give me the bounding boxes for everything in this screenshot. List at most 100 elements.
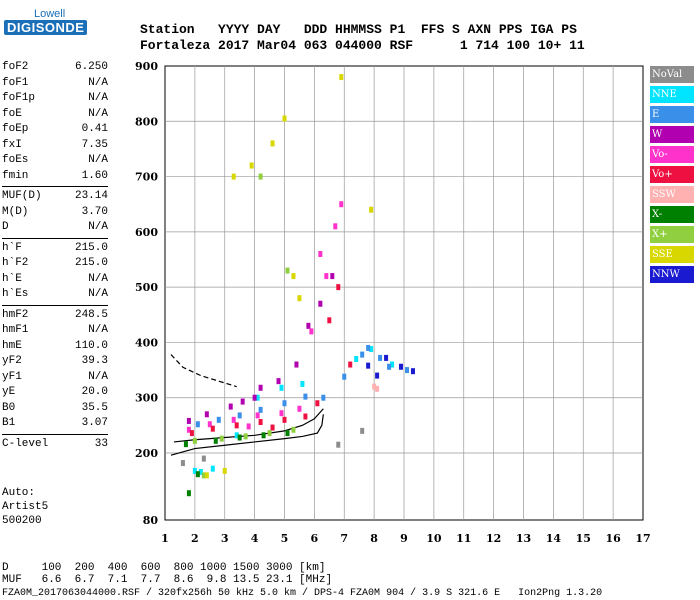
data-point-e: [387, 363, 392, 370]
param-name: fxI: [2, 138, 22, 151]
data-point-noval: [360, 427, 365, 434]
param-value: 7.35: [81, 138, 108, 151]
y-tick-label: 900: [135, 60, 158, 73]
data-point-x-: [192, 437, 197, 444]
data-point-x-: [195, 471, 200, 478]
param-value: N/A: [88, 288, 108, 300]
data-point-w: [318, 300, 323, 307]
param-row: yF1 N/A: [2, 370, 108, 386]
param-name: hmE: [2, 339, 22, 352]
param-row: foF2 6.250: [2, 60, 108, 76]
param-value: 20.0: [81, 386, 108, 398]
legend-item: X-: [650, 206, 694, 223]
data-point-x-: [213, 437, 218, 444]
data-point-e: [237, 412, 242, 419]
legend-item: SSE: [650, 246, 694, 263]
data-point-x-: [183, 441, 188, 448]
data-point-sse: [231, 173, 236, 180]
data-point-x-: [258, 173, 263, 180]
param-name: B1: [2, 417, 16, 429]
header-values: Fortaleza 2017 Mar04 063 044000 RSF 1 71…: [140, 38, 585, 53]
data-point-nne: [354, 356, 359, 363]
x-tick-label: 13: [516, 532, 531, 545]
data-point-nne: [300, 380, 305, 387]
param-row: foF1 N/A: [2, 76, 108, 92]
data-point-x-: [285, 267, 290, 274]
x-tick-label: 9: [400, 532, 408, 545]
data-point-vo-: [246, 423, 251, 430]
footer-muf-row: MUF 6.6 6.7 7.1 7.7 8.6 9.8 13.5 23.1 [M…: [2, 574, 333, 586]
legend-item: NNE: [650, 86, 694, 103]
data-point-w: [258, 384, 263, 391]
data-point-e: [258, 406, 263, 413]
data-point-x-: [243, 433, 248, 440]
data-point-e: [282, 400, 287, 407]
param-value: N/A: [88, 154, 108, 166]
data-point-nne: [390, 361, 395, 368]
x-tick-label: 16: [605, 532, 621, 545]
data-point-sse: [297, 295, 302, 302]
param-value: 1.60: [81, 169, 108, 182]
data-point-vo-: [231, 416, 236, 423]
param-value: 3.07: [81, 417, 108, 429]
y-tick-label: 600: [135, 226, 158, 239]
profile-curve: [170, 414, 324, 456]
scaled-parameters-panel: foF2 6.250 foF1 N/A foF1p N/A foE N/A foEp 0.41 fx…: [2, 60, 108, 452]
param-row: yF2 39.3: [2, 354, 108, 370]
data-point-nne: [234, 432, 239, 439]
param-row: h`Es N/A: [2, 287, 108, 303]
data-point-vo-: [336, 284, 341, 291]
data-point-x-: [285, 430, 290, 437]
extrapolated-curve: [170, 354, 237, 388]
param-row: B0 35.5: [2, 401, 108, 417]
param-value: 35.5: [81, 401, 108, 414]
autoscaling-line: Auto:: [2, 487, 36, 499]
data-point-vo-: [279, 410, 284, 417]
data-point-e: [360, 351, 365, 358]
param-row: foF1p N/A: [2, 91, 108, 107]
param-row: hmF2 248.5: [2, 308, 108, 324]
x-tick-label: 8: [370, 532, 378, 545]
data-point-vo-: [210, 425, 215, 432]
param-value: N/A: [88, 107, 108, 120]
param-value: 3.70: [81, 205, 108, 218]
param-row: B1 3.07: [2, 416, 108, 432]
lowell-digisonde-logo: Lowell DIGISONDE: [4, 6, 88, 35]
footer-file-info: FZA0M_2017063044000.RSF / 320fx256h 50 k…: [2, 588, 603, 599]
data-point-e: [404, 367, 409, 374]
param-value: N/A: [88, 76, 108, 89]
data-point-nne: [198, 468, 203, 475]
data-point-sse: [339, 74, 344, 81]
param-value: 6.250: [74, 61, 108, 73]
header-labels: Station YYYY DAY DDD HHMMSS P1 FFS S AXN…: [140, 22, 577, 37]
data-point-nnw: [399, 363, 404, 370]
data-point-w: [186, 417, 191, 424]
logo-top-text: Lowell: [34, 8, 66, 20]
param-value: N/A: [88, 272, 108, 285]
param-value: N/A: [88, 324, 108, 336]
divider: [2, 433, 108, 435]
x-tick-label: 11: [456, 532, 471, 545]
data-point-vo-: [333, 223, 338, 230]
data-point-vo-: [327, 317, 332, 324]
param-value: 110.0: [74, 339, 108, 352]
param-name: foE: [2, 107, 22, 120]
data-point-x-: [261, 432, 266, 439]
param-name: yF1: [2, 370, 22, 383]
data-point-nnw: [375, 372, 380, 379]
y-tick-label: 500: [135, 281, 158, 294]
data-point-noval: [336, 441, 341, 448]
legend-item: E: [650, 106, 694, 123]
footer-distance-row: D 100 200 400 600 800 1000 1500 3000 [km…: [2, 562, 326, 574]
param-name: hmF1: [2, 324, 29, 336]
param-group-muf: MUF(D) 23.14 M(D) 3.70 D N/A: [2, 189, 108, 236]
x-tick-label: 4: [251, 532, 259, 545]
param-value: 33: [94, 437, 108, 450]
data-point-vo-: [318, 250, 323, 257]
divider: [2, 237, 108, 239]
param-name: hmF2: [2, 308, 29, 321]
param-name: foF1p: [2, 92, 36, 104]
param-name: D: [2, 221, 9, 233]
data-point-nnw: [410, 368, 415, 375]
